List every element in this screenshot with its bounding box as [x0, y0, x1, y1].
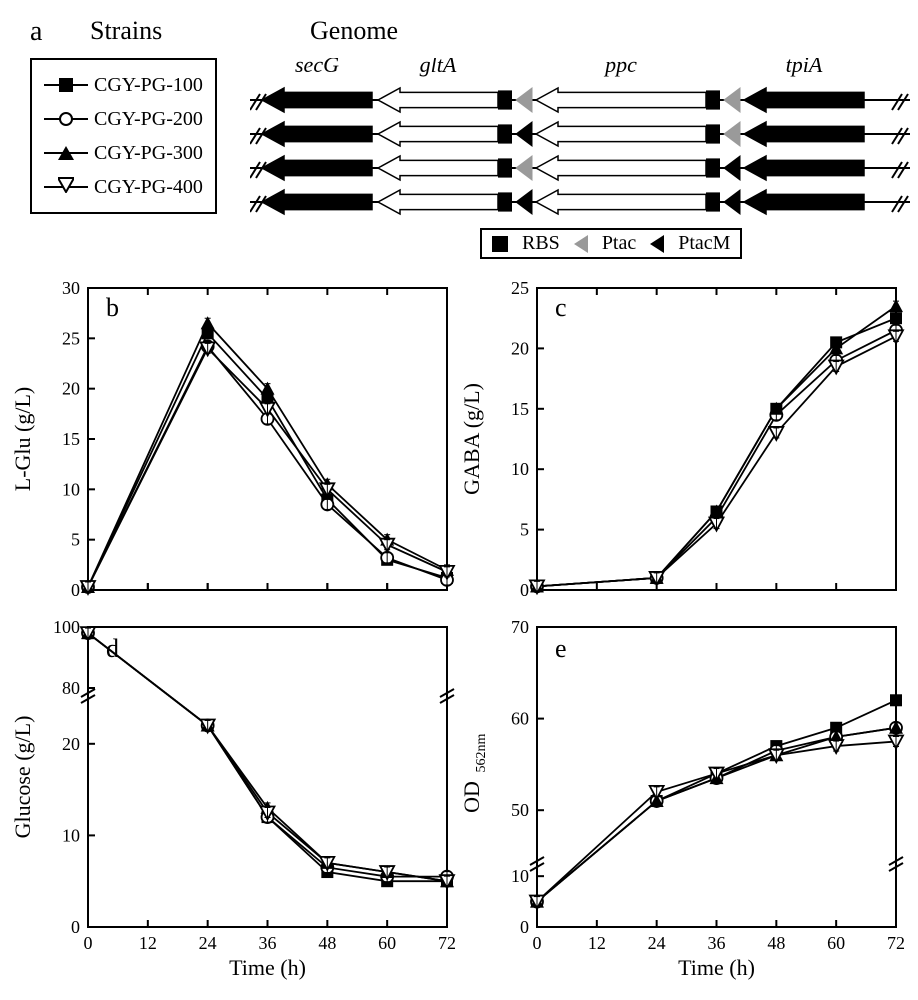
- strain-legend: CGY-PG-100 CGY-PG-200 CGY-PG-300 CGY-PG-400: [30, 58, 217, 214]
- svg-text:5: 5: [520, 520, 529, 540]
- strain-row: CGY-PG-300: [44, 136, 203, 170]
- strain-row: CGY-PG-400: [44, 170, 203, 204]
- rbs-label: RBS: [522, 232, 560, 255]
- chart-e: 0 10 50 60 70 0 12 24 36 48 60 72 OD 562nm Time (h) e: [459, 615, 908, 990]
- svg-text:20: 20: [62, 734, 80, 754]
- strain-name: CGY-PG-100: [94, 74, 203, 97]
- svg-text:72: 72: [438, 933, 456, 953]
- chart-d: 0 10 20 80 100 0 12 24 36 48 60 72 Glucose (g/L) Time…: [10, 615, 459, 990]
- svg-text:e: e: [555, 634, 567, 663]
- svg-text:Glucose (g/L): Glucose (g/L): [10, 716, 35, 839]
- svg-text:0: 0: [520, 917, 529, 937]
- svg-text:36: 36: [259, 933, 277, 953]
- svg-text:72: 72: [887, 933, 905, 953]
- svg-text:OD: OD: [459, 781, 484, 813]
- panel-a-label: a: [30, 16, 42, 48]
- svg-text:25: 25: [511, 278, 529, 298]
- svg-text:0: 0: [71, 917, 80, 937]
- ptacm-icon: [650, 235, 664, 253]
- svg-text:5: 5: [71, 530, 80, 550]
- svg-text:15: 15: [511, 399, 529, 419]
- chart-c: 0 5 10 15 20 25 GABA (g/L) c: [459, 270, 908, 615]
- svg-text:48: 48: [767, 933, 785, 953]
- strain-name: CGY-PG-200: [94, 108, 203, 131]
- svg-text:100: 100: [53, 617, 80, 637]
- svg-text:0: 0: [71, 580, 80, 600]
- svg-text:562nm: 562nm: [474, 733, 489, 772]
- svg-text:36: 36: [708, 933, 726, 953]
- svg-text:tpiA: tpiA: [786, 58, 823, 77]
- svg-text:15: 15: [62, 429, 80, 449]
- svg-text:b: b: [106, 293, 119, 322]
- svg-text:24: 24: [648, 933, 666, 953]
- svg-text:d: d: [106, 634, 119, 663]
- svg-text:48: 48: [318, 933, 336, 953]
- svg-text:c: c: [555, 293, 567, 322]
- svg-text:10: 10: [511, 459, 529, 479]
- rbs-icon: [492, 236, 508, 252]
- svg-text:10: 10: [62, 479, 80, 499]
- svg-text:10: 10: [511, 866, 529, 886]
- svg-text:10: 10: [62, 825, 80, 845]
- svg-text:80: 80: [62, 678, 80, 698]
- strain-row: CGY-PG-200: [44, 102, 203, 136]
- strain-row: CGY-PG-100: [44, 68, 203, 102]
- svg-text:secG: secG: [295, 58, 339, 77]
- panel-a: a Strains Genome CGY-PG-100CGY-PG-200CGY…: [10, 10, 908, 270]
- strain-name: CGY-PG-300: [94, 142, 203, 165]
- svg-text:24: 24: [199, 933, 217, 953]
- svg-text:70: 70: [511, 617, 529, 637]
- svg-text:30: 30: [62, 278, 80, 298]
- ptacm-label: PtacM: [678, 232, 730, 255]
- svg-text:ppc: ppc: [603, 58, 637, 77]
- chart-b: 0 5 10 15 20 25 30 L-Glu (g/L) b: [10, 270, 459, 615]
- svg-text:20: 20: [62, 379, 80, 399]
- svg-text:gltA: gltA: [420, 58, 457, 77]
- svg-text:0: 0: [533, 933, 542, 953]
- genome-diagram: secG gltA ppc tpiA: [250, 58, 910, 233]
- svg-text:Time (h): Time (h): [229, 955, 306, 980]
- svg-text:12: 12: [139, 933, 157, 953]
- strains-header: Strains: [90, 16, 162, 46]
- svg-text:25: 25: [62, 328, 80, 348]
- svg-text:0: 0: [520, 580, 529, 600]
- svg-text:Time (h): Time (h): [678, 955, 755, 980]
- svg-text:60: 60: [511, 709, 529, 729]
- svg-text:60: 60: [378, 933, 396, 953]
- svg-text:60: 60: [827, 933, 845, 953]
- ptac-label: Ptac: [602, 232, 636, 255]
- symbol-legend: RBS Ptac PtacM: [480, 228, 742, 259]
- svg-text:GABA (g/L): GABA (g/L): [459, 383, 484, 495]
- svg-text:0: 0: [84, 933, 93, 953]
- svg-text:12: 12: [588, 933, 606, 953]
- svg-text:20: 20: [511, 338, 529, 358]
- genome-header: Genome: [310, 16, 398, 46]
- strain-name: CGY-PG-400: [94, 176, 203, 199]
- svg-text:50: 50: [511, 800, 529, 820]
- charts-grid: 0 5 10 15 20 25 30 L-Glu (g/L) b 0 5 10 15 20 25 GABA …: [10, 270, 908, 990]
- svg-text:L-Glu (g/L): L-Glu (g/L): [10, 387, 35, 491]
- ptac-icon: [574, 235, 588, 253]
